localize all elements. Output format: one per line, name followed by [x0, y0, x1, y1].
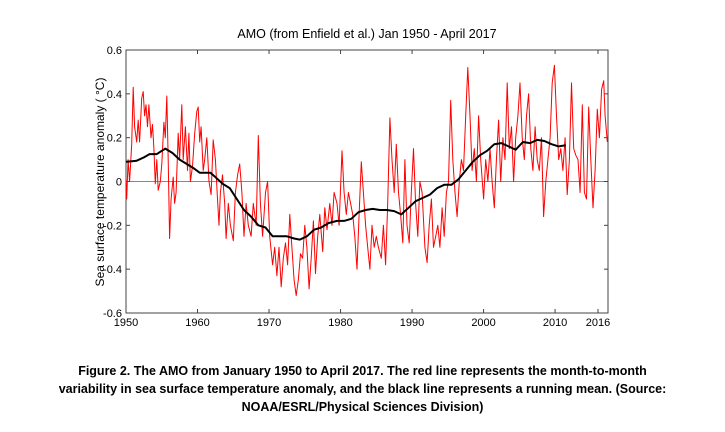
monthly-anomaly-line — [125, 64, 608, 296]
x-tick-label: 1970 — [257, 317, 281, 329]
x-tick-label: 2000 — [471, 317, 495, 329]
x-tick-label: 1950 — [114, 317, 138, 329]
chart-title: AMO (from Enfield et al.) Jan 1950 - Apr… — [237, 27, 496, 41]
amo-chart: AMO (from Enfield et al.) Jan 1950 - Apr… — [93, 27, 610, 329]
caption-line-2: variability in sea surface temperature a… — [58, 382, 667, 396]
x-tick-label: 1990 — [400, 317, 424, 329]
x-tick-label: 1980 — [328, 317, 352, 329]
x-tick-label: 1960 — [185, 317, 209, 329]
y-axis-label: Sea surface temperature anomaly ( °C) — [93, 78, 107, 287]
y-tick-label: -0.6 — [103, 308, 122, 320]
y-tick-label: -0.2 — [103, 220, 122, 232]
y-tick-label: 0.6 — [107, 45, 122, 57]
caption-line-1: Figure 2. The AMO from January 1950 to A… — [78, 364, 647, 378]
y-tick-label: 0.2 — [107, 133, 122, 145]
caption-line-3: NOAA/ESRL/Physical Sciences Division) — [241, 400, 484, 414]
figure-caption: Figure 2. The AMO from January 1950 to A… — [30, 362, 695, 416]
x-tick-label: 2016 — [586, 317, 610, 329]
axes: 1950 1960 1970 1980 1990 2000 2010 2016 -0.6 -0.4… — [103, 45, 610, 329]
y-tick-label: 0 — [116, 177, 122, 189]
running-mean-line — [125, 138, 566, 241]
series-group — [125, 64, 608, 296]
y-tick-label: 0.4 — [107, 89, 122, 101]
y-tick-label: -0.4 — [103, 264, 122, 276]
x-tick-label: 2010 — [543, 317, 567, 329]
